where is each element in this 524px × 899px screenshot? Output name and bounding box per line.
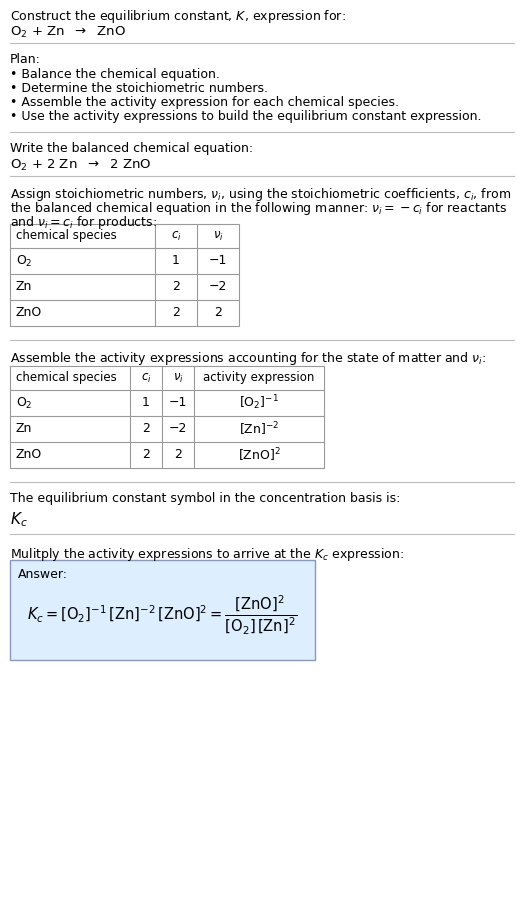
Text: the balanced chemical equation in the following manner: $\nu_i = -c_i$ for react: the balanced chemical equation in the fo… (10, 200, 507, 217)
Text: The equilibrium constant symbol in the concentration basis is:: The equilibrium constant symbol in the c… (10, 492, 400, 505)
Text: chemical species: chemical species (16, 371, 117, 385)
Text: 2: 2 (172, 280, 180, 293)
Text: O$_2$: O$_2$ (16, 396, 32, 411)
Text: and $\nu_i = c_i$ for products:: and $\nu_i = c_i$ for products: (10, 214, 157, 231)
Text: • Determine the stoichiometric numbers.: • Determine the stoichiometric numbers. (10, 82, 268, 95)
Text: Answer:: Answer: (18, 568, 68, 581)
Text: $c_i$: $c_i$ (171, 229, 181, 243)
Text: Plan:: Plan: (10, 53, 41, 66)
Text: −2: −2 (169, 423, 187, 435)
Text: • Balance the chemical equation.: • Balance the chemical equation. (10, 68, 220, 81)
Text: $K_c = [\mathrm{O}_2]^{-1}\,[\mathrm{Zn}]^{-2}\,[\mathrm{ZnO}]^2 = \dfrac{[\math: $K_c = [\mathrm{O}_2]^{-1}\,[\mathrm{Zn}… (27, 593, 298, 636)
Text: Mulitply the activity expressions to arrive at the $K_c$ expression:: Mulitply the activity expressions to arr… (10, 546, 405, 563)
Text: 1: 1 (142, 396, 150, 410)
Text: O$_2$ + 2 Zn  $\rightarrow$  2 ZnO: O$_2$ + 2 Zn $\rightarrow$ 2 ZnO (10, 158, 151, 174)
Text: ZnO: ZnO (16, 449, 42, 461)
Text: • Use the activity expressions to build the equilibrium constant expression.: • Use the activity expressions to build … (10, 110, 482, 123)
Text: $\nu_i$: $\nu_i$ (213, 229, 223, 243)
Text: 2: 2 (142, 449, 150, 461)
Text: 2: 2 (214, 307, 222, 319)
Text: 2: 2 (172, 307, 180, 319)
Text: −1: −1 (169, 396, 187, 410)
Text: Zn: Zn (16, 423, 32, 435)
Text: Construct the equilibrium constant, $K$, expression for:: Construct the equilibrium constant, $K$,… (10, 8, 346, 25)
Text: $c_i$: $c_i$ (140, 371, 151, 385)
Text: [Zn]$^{-2}$: [Zn]$^{-2}$ (239, 420, 279, 438)
Text: chemical species: chemical species (16, 229, 117, 243)
Bar (10, 366, 324, 468)
Text: • Assemble the activity expression for each chemical species.: • Assemble the activity expression for e… (10, 96, 399, 109)
Text: $\nu_i$: $\nu_i$ (172, 371, 183, 385)
Text: −2: −2 (209, 280, 227, 293)
Text: ZnO: ZnO (16, 307, 42, 319)
Text: 2: 2 (174, 449, 182, 461)
Text: O$_2$ + Zn  $\rightarrow$  ZnO: O$_2$ + Zn $\rightarrow$ ZnO (10, 25, 126, 40)
Text: Assign stoichiometric numbers, $\nu_i$, using the stoichiometric coefficients, $: Assign stoichiometric numbers, $\nu_i$, … (10, 186, 511, 203)
Text: $K_c$: $K_c$ (10, 510, 28, 529)
Text: O$_2$: O$_2$ (16, 254, 32, 269)
Text: 1: 1 (172, 254, 180, 268)
Text: −1: −1 (209, 254, 227, 268)
Text: Zn: Zn (16, 280, 32, 293)
FancyBboxPatch shape (10, 560, 315, 660)
Text: [ZnO]$^2$: [ZnO]$^2$ (237, 446, 280, 464)
Text: 2: 2 (142, 423, 150, 435)
Text: [O$_2$]$^{-1}$: [O$_2$]$^{-1}$ (239, 394, 279, 413)
Bar (10, 224, 239, 326)
Text: activity expression: activity expression (203, 371, 315, 385)
Text: Assemble the activity expressions accounting for the state of matter and $\nu_i$: Assemble the activity expressions accoun… (10, 350, 486, 367)
Text: Write the balanced chemical equation:: Write the balanced chemical equation: (10, 142, 253, 155)
